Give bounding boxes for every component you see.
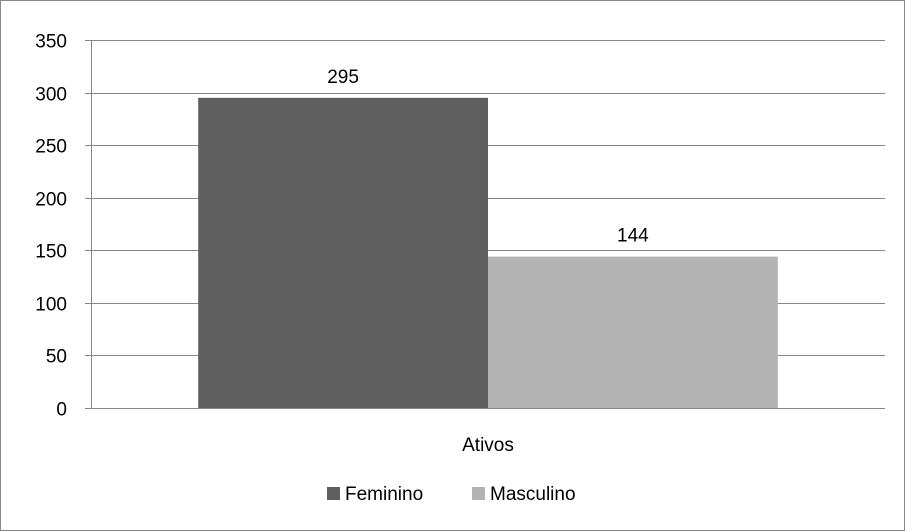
bar-feminino (198, 97, 488, 408)
legend-label-masculino: Masculino (490, 484, 576, 505)
y-tick-label: 150 (35, 242, 67, 263)
data-label-masculino: 144 (617, 226, 649, 247)
bar-masculino (488, 256, 778, 408)
data-label-layer: 295 144 (327, 67, 649, 247)
legend-swatch-masculino (472, 487, 485, 500)
legend-label-feminino: Feminino (345, 484, 423, 505)
x-category-label: Ativos (462, 435, 514, 456)
y-tick-label: 250 (35, 137, 67, 158)
y-axis-ticks: 0 50 100 150 200 250 300 350 (35, 32, 67, 421)
y-tick-label: 0 (56, 400, 67, 421)
x-axis-categories: Ativos (462, 435, 514, 456)
y-tick-label: 50 (46, 347, 67, 368)
y-tick-label: 350 (35, 32, 67, 53)
y-tick-label: 300 (35, 85, 67, 106)
bar-layer (198, 97, 778, 408)
y-tick-label: 200 (35, 190, 67, 211)
y-tick-label: 100 (35, 295, 67, 316)
legend: Feminino Masculino (327, 484, 576, 505)
data-label-feminino: 295 (327, 67, 359, 88)
legend-swatch-feminino (327, 487, 340, 500)
